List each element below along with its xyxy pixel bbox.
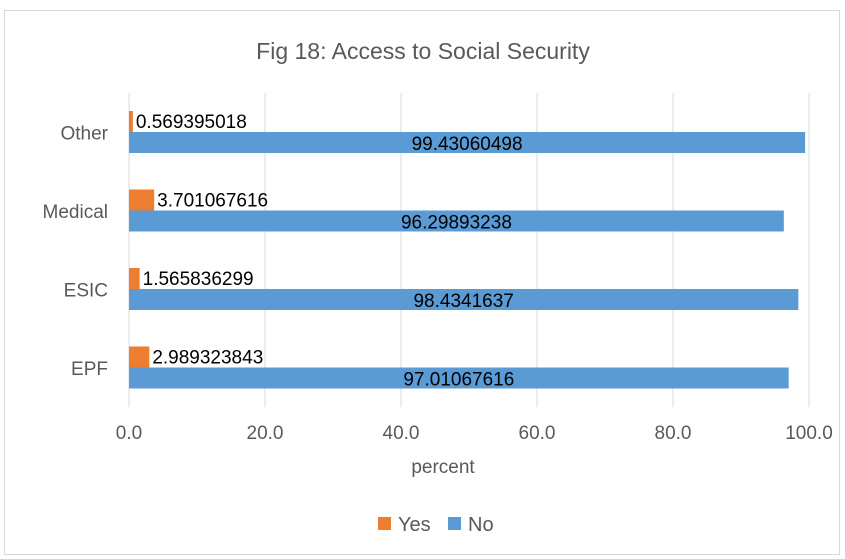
legend-label-no: No bbox=[468, 514, 494, 536]
data-label: 97.01067616 bbox=[403, 370, 514, 391]
y-tick-label: ESIC bbox=[64, 280, 108, 301]
x-tick-label: 100.0 bbox=[785, 423, 833, 444]
y-tick-label: EPF bbox=[71, 359, 108, 380]
x-tick-label: 0.0 bbox=[116, 423, 142, 444]
legend: Yes No bbox=[378, 514, 494, 536]
x-tick-label: 60.0 bbox=[519, 423, 556, 444]
legend-swatch-no bbox=[448, 517, 461, 530]
legend-swatch-yes bbox=[378, 517, 391, 530]
bars bbox=[129, 111, 806, 389]
chart-frame: Fig 18: Access to Social Security 0.5693… bbox=[4, 10, 840, 555]
data-label: 99.43060498 bbox=[412, 134, 523, 155]
bar-chart: Fig 18: Access to Social Security 0.5693… bbox=[43, 38, 833, 536]
bar-no-epf bbox=[129, 367, 789, 389]
legend-label-yes: Yes bbox=[398, 514, 431, 536]
data-label: 98.4341637 bbox=[413, 291, 513, 312]
data-labels: 0.569395018 99.43060498 3.701067616 96.2989… bbox=[136, 112, 523, 391]
bar-yes-epf bbox=[129, 346, 150, 368]
bar-yes-esic bbox=[129, 268, 140, 289]
bar-yes-medical bbox=[129, 189, 155, 211]
data-label: 1.565836299 bbox=[143, 269, 254, 290]
bar-no-esic bbox=[129, 289, 799, 310]
data-label: 3.701067616 bbox=[157, 191, 268, 212]
x-tick-label: 40.0 bbox=[383, 423, 420, 444]
x-tick-label: 20.0 bbox=[247, 423, 284, 444]
axes: 0.0 20.0 40.0 60.0 80.0 100.0 Other Medical ESIC… bbox=[43, 123, 833, 444]
data-label: 96.29893238 bbox=[401, 213, 512, 234]
y-tick-label: Other bbox=[60, 123, 108, 144]
chart-title: Fig 18: Access to Social Security bbox=[256, 38, 590, 64]
data-label: 0.569395018 bbox=[136, 112, 247, 133]
bar-no-other bbox=[129, 132, 806, 153]
bar-yes-other bbox=[129, 111, 133, 132]
x-tick-label: 80.0 bbox=[655, 423, 692, 444]
y-tick-label: Medical bbox=[43, 202, 108, 223]
x-axis-title: percent bbox=[411, 457, 475, 478]
data-label: 2.989323843 bbox=[152, 348, 263, 369]
bar-no-medical bbox=[129, 210, 784, 232]
